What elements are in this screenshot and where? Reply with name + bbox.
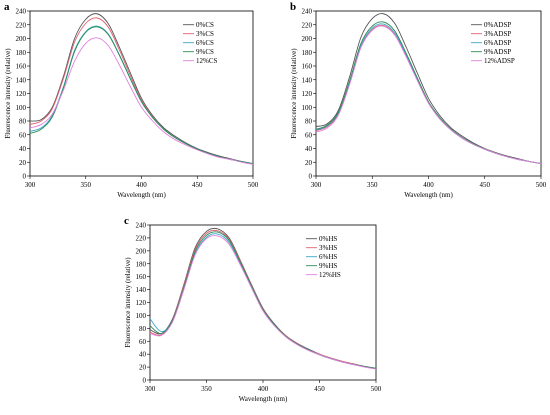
x-tick-label: 400 xyxy=(258,385,269,393)
y-tick-label: 220 xyxy=(136,234,147,242)
panel-letter: a xyxy=(4,1,10,13)
y-axis-title: Fluorescence intensity (relative) xyxy=(124,257,132,348)
y-tick-label: 240 xyxy=(302,8,313,16)
y-tick-label: 160 xyxy=(16,63,27,71)
series-line-12%ADSP xyxy=(315,25,542,165)
legend-label: 6%ADSP xyxy=(484,39,511,47)
y-tick-label: 60 xyxy=(305,131,313,139)
y-tick-label: 220 xyxy=(302,21,313,29)
y-tick-label: 20 xyxy=(19,159,27,167)
y-tick-label: 40 xyxy=(139,351,147,359)
series-line-9%HS xyxy=(149,231,377,369)
y-tick-label: 140 xyxy=(302,76,313,84)
chart-panel-a: a 300 350 400 450 500 0 20 40 60 80 100 120 140 160 180… xyxy=(4,1,259,199)
series-line-6%CS xyxy=(29,25,254,165)
x-tick-label: 350 xyxy=(201,385,212,393)
legend-label: 3%HS xyxy=(319,244,337,252)
y-axis-title: Fluorescence intensity (relative) xyxy=(290,48,298,139)
x-tick-label: 450 xyxy=(314,385,325,393)
chart-panel-b: b 300 350 400 450 500 0 20 40 60 80 100 120 140 160 180… xyxy=(290,1,547,199)
legend-label: 6%HS xyxy=(319,253,337,261)
y-tick-label: 180 xyxy=(136,260,147,268)
y-tick-label: 40 xyxy=(19,145,27,153)
legend-label: 9%ADSP xyxy=(484,48,511,56)
y-tick-label: 0 xyxy=(143,377,147,385)
series-line-9%CS xyxy=(29,26,254,165)
series-line-3%HS xyxy=(149,229,377,369)
x-tick-label: 450 xyxy=(192,181,203,189)
x-tick-label: 500 xyxy=(371,385,382,393)
legend-label: 3%ADSP xyxy=(484,30,511,38)
x-tick-label: 350 xyxy=(81,181,92,189)
series-line-0%ADSP xyxy=(315,13,542,165)
series-line-12%HS xyxy=(149,235,377,370)
legend-label: 6%CS xyxy=(196,39,214,47)
plot-frame xyxy=(149,224,377,381)
legend-label: 9%HS xyxy=(319,262,337,270)
legend-label: 0%HS xyxy=(319,235,337,243)
y-tick-label: 120 xyxy=(16,90,27,98)
legend-label: 12%ADSP xyxy=(484,57,515,65)
y-tick-label: 80 xyxy=(305,118,313,126)
y-tick-label: 160 xyxy=(136,273,147,281)
y-tick-label: 100 xyxy=(302,104,313,112)
y-tick-label: 20 xyxy=(139,364,147,372)
panel-letter: b xyxy=(290,1,296,13)
y-tick-label: 140 xyxy=(136,286,147,294)
y-tick-label: 80 xyxy=(139,325,147,333)
x-tick-label: 400 xyxy=(423,181,434,189)
y-tick-label: 20 xyxy=(305,159,313,167)
x-tick-label: 300 xyxy=(311,181,322,189)
legend-label: 9%CS xyxy=(196,48,214,56)
x-tick-label: 300 xyxy=(145,385,156,393)
x-tick-label: 400 xyxy=(136,181,147,189)
panel-letter: c xyxy=(124,215,129,227)
x-tick-label: 300 xyxy=(25,181,36,189)
x-tick-label: 500 xyxy=(536,181,547,189)
y-tick-label: 200 xyxy=(16,35,27,43)
series-line-0%CS xyxy=(29,13,254,165)
series-line-6%HS xyxy=(149,233,377,369)
y-tick-label: 0 xyxy=(309,173,313,181)
y-tick-label: 60 xyxy=(139,338,147,346)
y-tick-label: 0 xyxy=(23,173,27,181)
y-tick-label: 60 xyxy=(19,131,27,139)
y-axis-title: Fluorescence intensity (relative) xyxy=(4,48,12,139)
y-tick-label: 100 xyxy=(16,104,27,112)
y-tick-label: 200 xyxy=(302,35,313,43)
legend-label: 3%CS xyxy=(196,30,214,38)
series-line-0%HS xyxy=(149,227,377,369)
y-tick-label: 160 xyxy=(302,63,313,71)
y-tick-label: 140 xyxy=(16,76,27,84)
x-axis-title: Wavelength (nm) xyxy=(239,395,288,403)
plot-frame xyxy=(29,10,254,177)
legend-label: 0%ADSP xyxy=(484,21,511,29)
x-axis-title: Wavelength (nm) xyxy=(117,191,166,199)
series-line-12%CS xyxy=(29,37,254,165)
x-tick-label: 500 xyxy=(248,181,259,189)
y-tick-label: 220 xyxy=(16,21,27,29)
chart-panel-c: c 300 350 400 450 500 0 20 40 60 80 100 120 140 160 180… xyxy=(124,215,382,403)
y-tick-label: 40 xyxy=(305,145,313,153)
x-axis-title: Wavelength (nm) xyxy=(404,191,453,199)
y-tick-label: 180 xyxy=(16,49,27,57)
y-tick-label: 80 xyxy=(19,118,27,126)
y-tick-label: 100 xyxy=(136,312,147,320)
y-tick-label: 240 xyxy=(16,8,27,16)
y-tick-label: 120 xyxy=(302,90,313,98)
x-tick-label: 350 xyxy=(367,181,378,189)
y-tick-label: 200 xyxy=(136,247,147,255)
y-tick-label: 120 xyxy=(136,299,147,307)
y-tick-label: 180 xyxy=(302,49,313,57)
legend-label: 12%CS xyxy=(196,57,218,65)
legend-label: 12%HS xyxy=(319,271,341,279)
y-tick-label: 240 xyxy=(136,222,147,230)
legend-label: 0%CS xyxy=(196,21,214,29)
x-tick-label: 450 xyxy=(480,181,491,189)
